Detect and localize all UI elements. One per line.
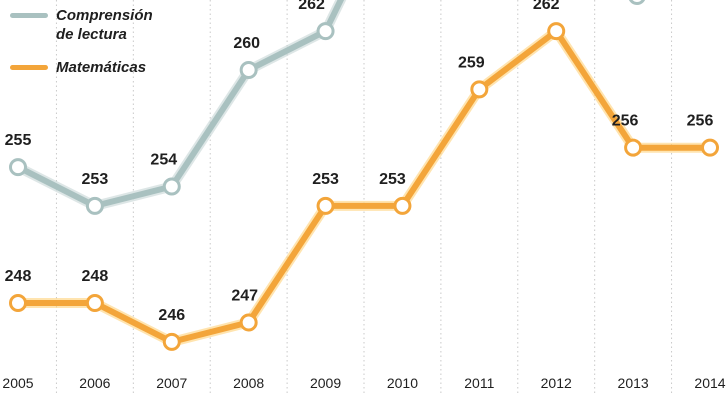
legend: Comprensión de lectura Matemáticas [10,6,153,77]
x-tick-label: 2013 [618,375,649,391]
legend-swatch-reading [10,13,48,18]
data-point [628,0,646,5]
data-label: 255 [5,132,32,149]
data-label: 262 [298,0,325,13]
x-tick-label: 2008 [233,375,264,391]
series-line-math [15,28,713,345]
data-label: 262 [533,0,560,13]
x-axis: 2005 2006 2007 2008 2009 2010 2011 2012 2013 2014 [2,375,725,391]
data-point [85,294,104,313]
data-label: 248 [5,268,32,285]
data-point [701,138,719,157]
legend-item-math: Matemáticas [10,58,153,77]
data-label: 259 [458,54,485,71]
data-label: 253 [82,171,109,188]
data-point [316,196,335,215]
data-point [162,332,181,351]
x-tick-label: 2010 [387,375,418,391]
data-label: 247 [231,287,258,304]
data-label: 253 [312,171,339,188]
data-label: 248 [82,268,109,285]
x-tick-label: 2007 [156,375,187,391]
x-tick-label: 2006 [79,375,110,391]
x-tick-label: 2014 [694,375,725,391]
data-point [239,60,258,79]
legend-label-reading: Comprensión de lectura [56,7,153,43]
data-label: 260 [233,35,260,52]
data-point [85,196,104,215]
data-label: 253 [379,171,406,188]
series-layer: 255 253 254 260 262 248 248 246 247 253 253 259 262 2… [5,0,719,351]
x-tick-label: 2009 [310,375,341,391]
legend-swatch-math [10,65,48,70]
data-point [624,138,643,157]
data-point [470,80,489,99]
data-point [393,196,412,215]
data-point [9,158,27,177]
x-tick-label: 2012 [541,375,572,391]
data-point [162,177,181,196]
data-point [547,22,566,41]
legend-item-reading: Comprensión de lectura [10,6,153,44]
data-label: 246 [158,307,185,324]
data-point [9,294,27,313]
data-label: 256 [687,113,714,130]
data-point [239,313,258,332]
x-tick-label: 2005 [2,375,33,391]
legend-label-math: Matemáticas [56,59,147,76]
data-label: 254 [150,152,177,169]
data-label: 256 [612,113,639,130]
x-tick-label: 2011 [464,375,494,391]
data-point [316,22,335,41]
